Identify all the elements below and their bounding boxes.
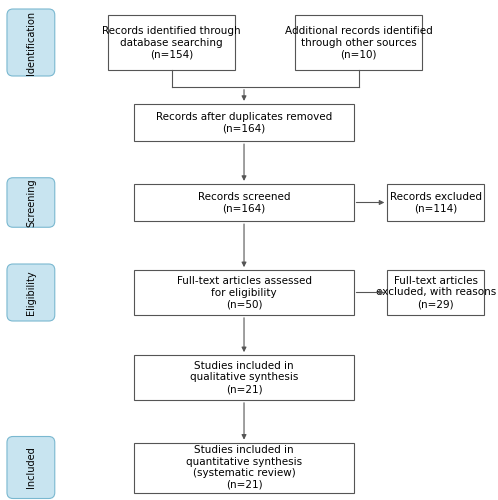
Text: Additional records identified
through other sources
(n=10): Additional records identified through ot… xyxy=(285,26,432,59)
FancyBboxPatch shape xyxy=(134,184,354,221)
FancyBboxPatch shape xyxy=(134,442,354,492)
Text: Records after duplicates removed
(n=164): Records after duplicates removed (n=164) xyxy=(156,112,332,134)
Text: Eligibility: Eligibility xyxy=(26,270,36,315)
Text: Identification: Identification xyxy=(26,10,36,74)
Text: Records identified through
database searching
(n=154): Records identified through database sear… xyxy=(103,26,241,59)
Text: Full-text articles
excluded, with reasons
(n=29): Full-text articles excluded, with reason… xyxy=(375,276,496,309)
FancyBboxPatch shape xyxy=(108,15,235,70)
Text: Records excluded
(n=114): Records excluded (n=114) xyxy=(390,192,482,214)
FancyBboxPatch shape xyxy=(387,184,484,221)
FancyBboxPatch shape xyxy=(7,9,55,76)
FancyBboxPatch shape xyxy=(7,264,55,321)
Text: Screening: Screening xyxy=(26,178,36,227)
FancyBboxPatch shape xyxy=(7,436,55,498)
FancyBboxPatch shape xyxy=(134,355,354,400)
FancyBboxPatch shape xyxy=(7,178,55,227)
Text: Included: Included xyxy=(26,446,36,488)
FancyBboxPatch shape xyxy=(134,270,354,315)
FancyBboxPatch shape xyxy=(134,104,354,141)
Text: Records screened
(n=164): Records screened (n=164) xyxy=(198,192,290,214)
Text: Studies included in
quantitative synthesis
(systematic review)
(n=21): Studies included in quantitative synthes… xyxy=(186,445,302,490)
Text: Full-text articles assessed
for eligibility
(n=50): Full-text articles assessed for eligibil… xyxy=(176,276,312,309)
FancyBboxPatch shape xyxy=(295,15,422,70)
FancyBboxPatch shape xyxy=(387,270,484,315)
Text: Studies included in
qualitative synthesis
(n=21): Studies included in qualitative synthesi… xyxy=(190,361,298,394)
